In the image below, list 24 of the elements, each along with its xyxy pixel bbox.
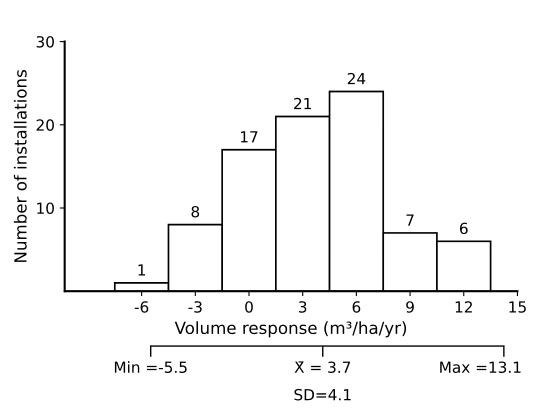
x-tick-label: 15 — [509, 301, 526, 313]
y-axis-title: Number of installations — [14, 70, 27, 262]
data-label: 17 — [240, 131, 258, 142]
x-tick-label: -6 — [134, 301, 148, 313]
data-label: 21 — [294, 98, 311, 110]
x-tick-label: 6 — [352, 301, 360, 313]
data-label: 8 — [191, 206, 200, 218]
x-tick-label: -3 — [188, 301, 202, 313]
data-label: 1 — [138, 264, 146, 276]
x-axis-title: Volume response (m³/ha/yr) — [174, 321, 406, 338]
y-tick-label: 10 — [37, 202, 54, 214]
text: X̄ = 3.7 — [294, 361, 350, 374]
x-tick-label: 0 — [245, 301, 253, 313]
text: SD=4.1 — [294, 388, 351, 400]
y-tick-label: 30 — [36, 36, 54, 48]
text: Max =13.1 — [440, 361, 521, 374]
x-tick-label: 12 — [456, 301, 472, 313]
x-tick-label: 3 — [298, 301, 306, 313]
y-tick-label: 20 — [36, 119, 54, 131]
data-label: 6 — [460, 222, 468, 234]
data-label: 24 — [348, 72, 366, 84]
x-tick-label: 9 — [406, 301, 414, 313]
data-label: 7 — [406, 214, 414, 226]
text: Min =-5.5 — [114, 361, 187, 374]
